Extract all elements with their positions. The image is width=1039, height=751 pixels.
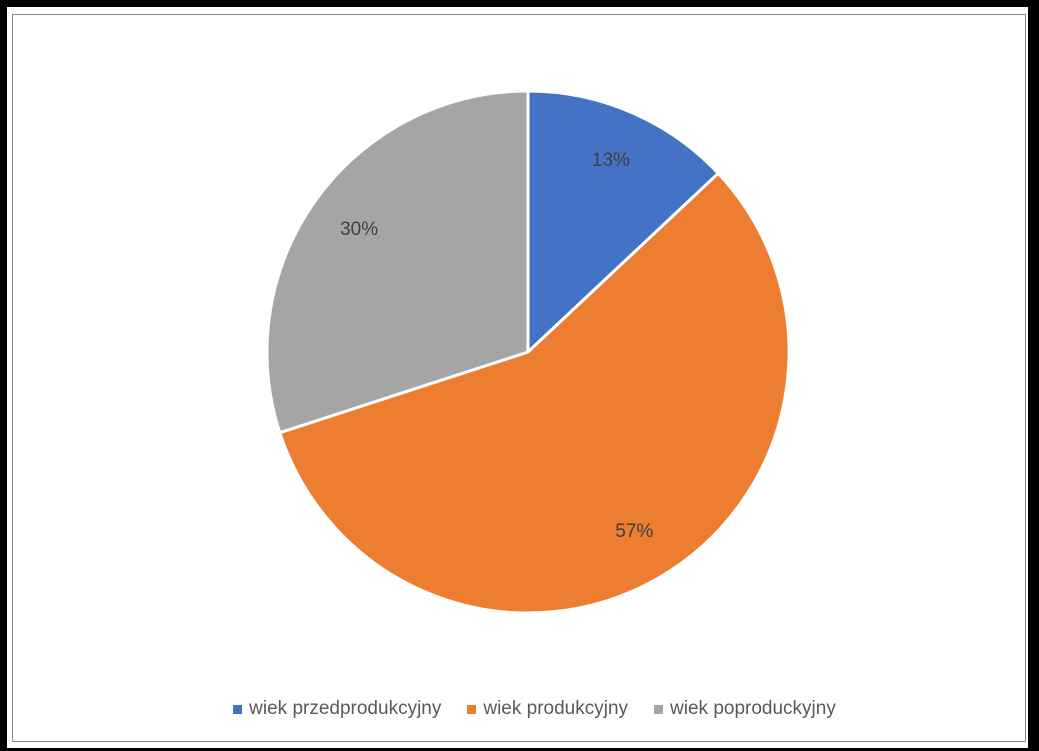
legend-item-poproduckyjny: wiek poproduckyjny	[654, 698, 836, 720]
legend-swatch-przedprodukcyjny	[233, 704, 243, 714]
legend-swatch-produkcyjny	[467, 704, 477, 714]
pie-slices	[265, 89, 791, 615]
legend-item-przedprodukcyjny: wiek przedprodukcyjny	[233, 698, 441, 720]
data-label-przedprodukcyjny: 13%	[592, 150, 630, 171]
legend: wiek przedprodukcyjny wiek produkcyjny w…	[0, 694, 1039, 724]
legend-label-produkcyjny: wiek produkcyjny	[483, 698, 629, 719]
legend-item-produkcyjny: wiek produkcyjny	[467, 698, 628, 720]
legend-swatch-poproduckyjny	[654, 704, 664, 714]
pie-slice-przedprodukcyjny	[526, 89, 720, 354]
pie-slice-poproduckyjny	[265, 89, 530, 435]
pie-slice-produkcyjny	[278, 171, 791, 615]
pie-data-labels: 13% 57% 30%	[340, 150, 653, 542]
legend-label-poproduckyjny: wiek poproduckyjny	[670, 698, 836, 719]
data-label-produkcyjny: 57%	[615, 521, 653, 542]
data-label-poproduckyjny: 30%	[340, 219, 378, 240]
legend-label-przedprodukcyjny: wiek przedprodukcyjny	[249, 698, 442, 719]
